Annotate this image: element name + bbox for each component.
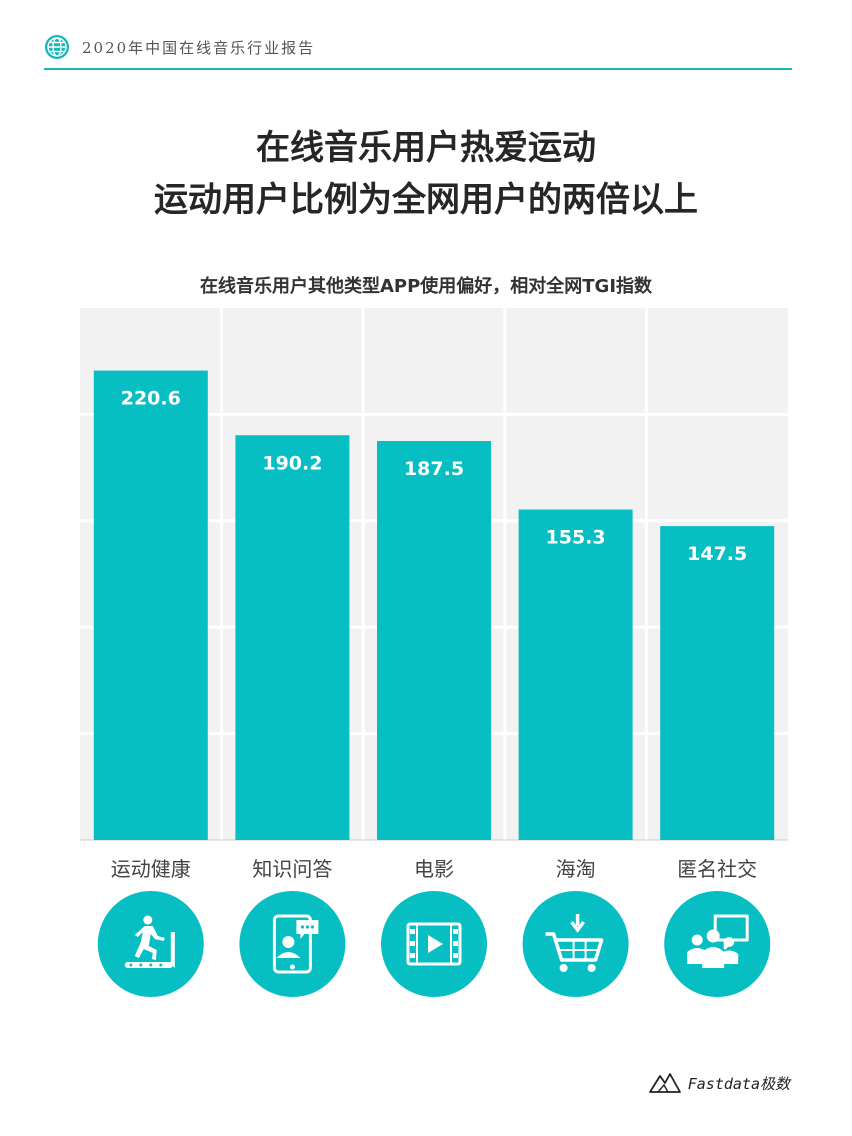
header-divider (44, 68, 792, 70)
bar-4 (518, 509, 633, 840)
chart-title: 在线音乐用户其他类型APP使用偏好，相对全网TGI指数 (199, 276, 653, 297)
category-icon-badge (97, 891, 204, 997)
x-tick-label: 运动健康 (111, 857, 191, 881)
category-icon-badge (522, 891, 629, 997)
phone-qa-icon (272, 914, 319, 974)
footer-brand-text: Fastdata极数 (687, 1074, 790, 1093)
globe-icon (45, 35, 69, 59)
bar-2 (235, 435, 350, 840)
tgi-bar-chart: 220.6 运动健康 190.2 知识问答 187.5 电影 155.3 海淘 147.5 匿名社… (80, 308, 788, 997)
footer-brand: Fastdata极数 (648, 1070, 790, 1096)
bar-value-label: 190.2 (262, 452, 322, 474)
bar-value-label: 220.6 (121, 388, 181, 410)
film-play-icon (406, 922, 462, 966)
bar-5 (660, 526, 775, 840)
treadmill-icon (124, 915, 175, 968)
bar-3 (377, 441, 491, 840)
bar-value-label: 155.3 (546, 527, 606, 549)
bar-value-label: 187.5 (404, 458, 464, 480)
page-title-line-1: 在线音乐用户热爱运动 (256, 128, 596, 168)
category-icon-badge (664, 891, 771, 997)
x-tick-label: 海淘 (556, 857, 596, 881)
report-title: 2020年中国在线音乐行业报告 (82, 38, 316, 57)
group-chat-icon (687, 914, 749, 968)
fastdata-logo-icon (648, 1073, 681, 1093)
report-header: 2020年中国在线音乐行业报告 (44, 33, 315, 61)
bar-value-label: 147.5 (687, 543, 747, 565)
x-tick-label: 电影 (414, 857, 454, 881)
x-tick-label: 匿名社交 (677, 857, 757, 881)
x-tick-label: 知识问答 (252, 857, 332, 881)
bar-1 (93, 370, 208, 840)
page-title-line-2: 运动用户比例为全网用户的两倍以上 (154, 180, 698, 220)
shopping-cart-icon (545, 914, 604, 972)
